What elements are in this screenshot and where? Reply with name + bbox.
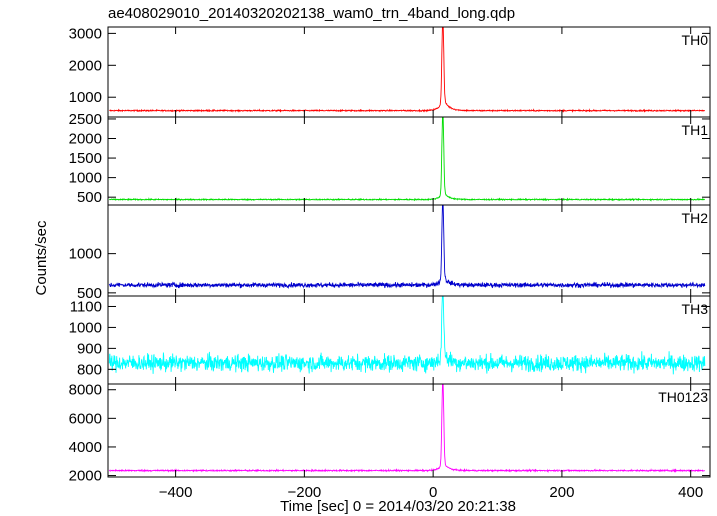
y-tick-label: 500	[77, 285, 102, 302]
y-tick-label: 1100	[70, 298, 102, 315]
x-axis: −400 −200 0 200 400	[159, 484, 703, 501]
x-tick-label: 200	[549, 484, 574, 501]
panel-label-th0123: TH0123	[658, 389, 708, 405]
x-tick-label: −200	[287, 484, 321, 501]
y-tick-label: 1000	[69, 246, 102, 263]
panel-th0123: 2000 4000 6000 8000 TH0123	[69, 382, 711, 485]
y-tick-label: 500	[77, 189, 102, 206]
y-tick-label: 2500	[69, 111, 102, 128]
panel-frame	[107, 204, 711, 297]
panel-label-th2: TH2	[682, 210, 709, 226]
y-tick-label: 2000	[69, 468, 102, 485]
y-tick-label: 1000	[69, 89, 102, 106]
y-tick-label: 800	[77, 361, 102, 378]
panel-th2: 500 1000 TH2	[69, 204, 711, 302]
panel-label-th3: TH3	[682, 301, 709, 317]
series-line-th0	[109, 27, 706, 113]
panel-label-th1: TH1	[682, 122, 709, 138]
x-tick-label: −400	[159, 484, 193, 501]
series-line-th2	[108, 205, 706, 290]
y-tick-label: 2000	[69, 57, 102, 74]
x-tick-label: 0	[429, 484, 437, 501]
y-tick-label: 6000	[69, 410, 102, 427]
series-line-th3	[108, 296, 706, 375]
series-line-th1	[108, 117, 705, 202]
y-tick-label: 1500	[69, 150, 102, 167]
panel-frame	[107, 295, 711, 385]
panel-label-th0: TH0	[682, 32, 709, 48]
y-tick-label: 4000	[69, 439, 102, 456]
panel-frame	[107, 26, 711, 118]
panel-th3: 800 900 1000 1100 TH3	[69, 295, 711, 385]
y-tick-label: 3000	[69, 25, 102, 42]
panel-th1: 500 1000 1500 2000 2500 TH1	[69, 111, 711, 206]
panel-frame	[107, 116, 711, 206]
x-axis-label: Time [sec] 0 = 2014/03/20 20:21:38	[280, 498, 516, 515]
y-tick-label: 900	[77, 340, 102, 357]
y-tick-label: 8000	[69, 382, 102, 399]
y-tick-label: 1000	[69, 170, 102, 187]
y-axis-label: Counts/sec	[33, 220, 50, 296]
panel-frame	[107, 383, 711, 478]
y-tick-label: 1000	[69, 319, 102, 336]
panel-th0: 1000 2000 3000 TH0	[69, 25, 711, 118]
series-line-th0123	[108, 384, 706, 474]
x-tick-label: 400	[678, 484, 703, 501]
chart-title: ae408029010_20140320202138_wam0_trn_4ban…	[108, 5, 515, 22]
y-tick-label: 2000	[69, 131, 102, 148]
